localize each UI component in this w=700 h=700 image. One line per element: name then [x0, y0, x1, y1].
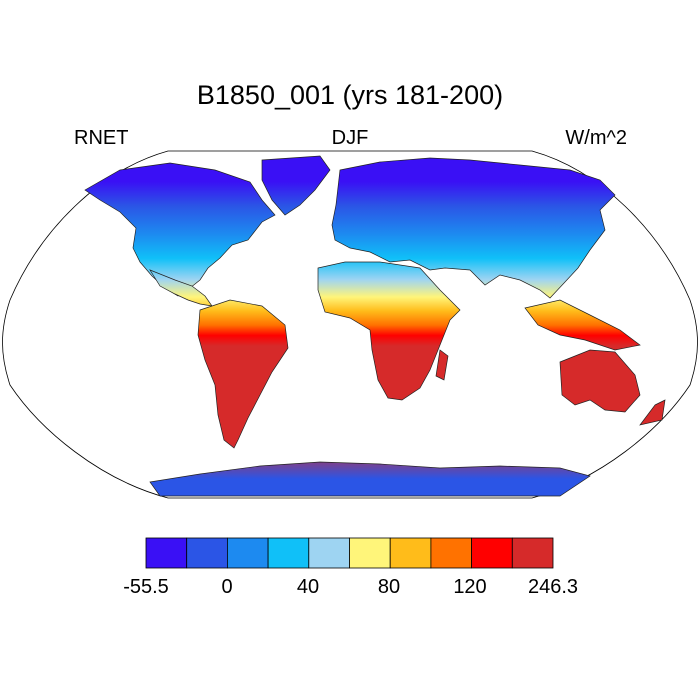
colorbar-swatch — [430, 537, 472, 569]
greenland — [261, 155, 331, 216]
colorbar-swatch — [471, 537, 513, 569]
variable-label: RNET — [74, 127, 129, 149]
land-masses — [84, 155, 666, 497]
africa — [317, 261, 461, 401]
colorbar-label: 80 — [377, 576, 401, 598]
south-america — [197, 299, 289, 449]
north-america — [84, 162, 276, 297]
colorbar-swatch — [349, 537, 391, 569]
colorbar-label: 0 — [221, 576, 233, 598]
colorbar-swatch — [267, 537, 310, 569]
madagascar — [435, 349, 449, 381]
new-zealand — [639, 399, 666, 426]
colorbar-swatch — [226, 537, 269, 569]
colorbar-label: 120 — [453, 576, 487, 598]
colorbar — [145, 537, 554, 569]
maritime-se-asia — [524, 299, 641, 351]
central-america — [149, 269, 213, 307]
australia — [559, 349, 641, 413]
colorbar-label: 40 — [296, 576, 320, 598]
colorbar-label: -55.5 — [123, 576, 169, 598]
eurasia — [331, 157, 616, 299]
colorbar-swatch — [511, 537, 554, 569]
colorbar-swatch — [186, 537, 228, 569]
map-title: B1850_001 (yrs 181-200) — [196, 80, 504, 110]
colorbar-swatch — [145, 537, 188, 569]
season-label: DJF — [331, 127, 369, 149]
colorbar-label: 246.3 — [527, 576, 579, 598]
colorbar-swatch — [308, 537, 350, 569]
colorbar-swatch — [389, 537, 432, 569]
units-label: W/m^2 — [565, 127, 627, 149]
antarctica — [149, 461, 591, 497]
